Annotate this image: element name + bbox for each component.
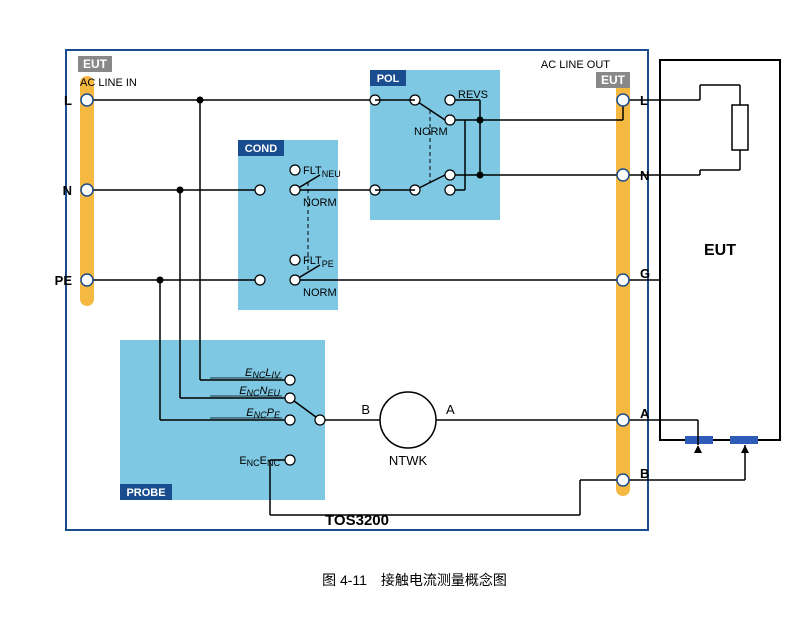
pol-sw-l-revs: [445, 95, 455, 105]
label-left-pe: PE: [55, 273, 73, 288]
cond-label-text: COND: [245, 143, 277, 155]
cond-sw-pe-flt: [290, 255, 300, 265]
probe-neu-node: [285, 393, 295, 403]
node-left-pe: [81, 274, 93, 286]
probe-liv-node: [285, 375, 295, 385]
pol-norm1-text: NORM: [414, 126, 448, 138]
acline-in-text: AC LINE IN: [80, 77, 137, 89]
label-right-g: G: [640, 266, 650, 281]
cond-sw-n-flt: [290, 165, 300, 175]
eut-label-right-text: EUT: [601, 73, 626, 87]
cond-sw-pe-pivot: [255, 275, 265, 285]
diagram-container: EUT EUT AC LINE IN AC LINE OUT EUT COND …: [20, 20, 789, 600]
ntwk-circle: [380, 392, 436, 448]
ntwk-a-label: A: [446, 402, 455, 417]
label-right-l: L: [640, 93, 648, 108]
eut-probe-tab-b: [730, 436, 758, 444]
node-right-n: [617, 169, 629, 181]
node-right-b: [617, 474, 629, 486]
cond-sw-pe-norm: [290, 275, 300, 285]
eut-label-left-text: EUT: [83, 57, 108, 71]
pol-dot-2: [477, 172, 484, 179]
pol-dot-1: [477, 117, 484, 124]
pol-label-text: POL: [377, 73, 400, 85]
eut-box-label: EUT: [704, 242, 736, 259]
arrow-b: [741, 445, 749, 453]
acline-out-text: AC LINE OUT: [541, 59, 610, 71]
pol-sw-n-revs: [445, 185, 455, 195]
node-right-a: [617, 414, 629, 426]
ntwk-b-label: B: [361, 402, 370, 417]
pol-sw-l-norm: [445, 115, 455, 125]
probe-pe-node: [285, 415, 295, 425]
cond-norm2-text: NORM: [303, 287, 337, 299]
label-right-a: A: [640, 406, 650, 421]
probe-pivot: [315, 415, 325, 425]
node-left-n: [81, 184, 93, 196]
node-right-g: [617, 274, 629, 286]
cond-region: [238, 140, 338, 310]
figure-caption: 图 4-11 接触电流测量概念图: [20, 570, 789, 590]
label-right-b: B: [640, 466, 649, 481]
circuit-svg: EUT EUT AC LINE IN AC LINE OUT EUT COND …: [20, 20, 789, 560]
cond-norm1-text: NORM: [303, 197, 337, 209]
label-left-l: L: [64, 93, 72, 108]
node-right-l: [617, 94, 629, 106]
device-name-text: TOS3200: [325, 512, 389, 529]
eut-probe-tab-a: [685, 436, 713, 444]
ntwk-label: NTWK: [389, 453, 428, 468]
pol-sw-n-norm: [445, 170, 455, 180]
probe-encenc-node: [285, 455, 295, 465]
cond-sw-n-pivot: [255, 185, 265, 195]
node-left-l: [81, 94, 93, 106]
arrow-a: [694, 445, 702, 453]
pol-revs-text: REVS: [458, 89, 488, 101]
label-left-n: N: [63, 183, 72, 198]
label-right-n: N: [640, 168, 649, 183]
cond-sw-n-norm: [290, 185, 300, 195]
probe-label-text: PROBE: [126, 487, 165, 499]
